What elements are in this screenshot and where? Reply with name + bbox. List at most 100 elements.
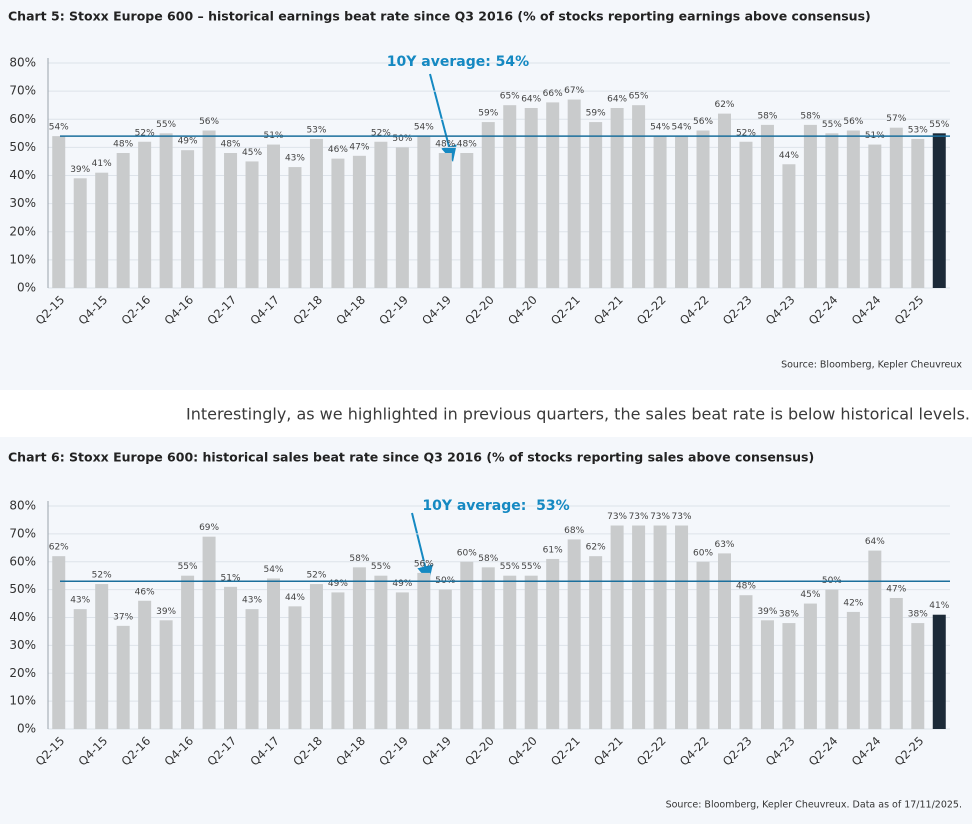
value-label: 47% — [349, 142, 369, 152]
value-label: 38% — [779, 610, 799, 620]
value-label: 55% — [822, 120, 842, 130]
value-label: 62% — [49, 543, 69, 553]
source: Source: Bloomberg, Kepler Cheuvreux — [781, 360, 962, 371]
bar — [417, 572, 431, 729]
value-label: 59% — [478, 109, 498, 119]
value-label: 58% — [757, 111, 777, 121]
value-label: 48% — [221, 140, 241, 150]
bar — [245, 609, 259, 729]
bar — [911, 623, 925, 729]
bar — [352, 567, 366, 729]
bar — [589, 556, 603, 729]
bar — [417, 136, 431, 288]
value-label: 68% — [564, 526, 584, 536]
value-label: 53% — [908, 125, 928, 135]
bar — [868, 144, 882, 288]
bar — [116, 153, 130, 288]
bar — [803, 603, 817, 729]
value-label: 73% — [672, 512, 692, 522]
value-label: 43% — [285, 154, 305, 164]
value-label: 43% — [242, 596, 262, 606]
y-tick-label: 20% — [9, 224, 36, 238]
value-label: 48% — [736, 582, 756, 592]
y-tick-label: 70% — [9, 84, 36, 98]
bar — [718, 113, 731, 288]
value-label: 56% — [843, 117, 863, 127]
bar — [438, 589, 452, 729]
value-label: 62% — [586, 543, 606, 553]
bar — [481, 567, 495, 729]
value-label: 53% — [306, 125, 326, 135]
bar — [267, 144, 280, 288]
bar — [309, 138, 323, 288]
bar — [374, 141, 388, 288]
bar — [159, 133, 173, 288]
bar — [932, 614, 946, 729]
y-tick-label: 30% — [9, 196, 36, 210]
bar — [503, 575, 517, 729]
value-label: 48% — [457, 140, 477, 150]
y-tick-label: 70% — [9, 526, 36, 540]
value-label: 55% — [521, 562, 541, 572]
chart-title: Chart 5: Stoxx Europe 600 – historical e… — [8, 9, 871, 24]
bar — [267, 578, 280, 729]
annotation: 10Y average: 54% — [387, 54, 529, 70]
bar — [288, 167, 302, 288]
value-label: 58% — [478, 554, 498, 564]
value-label: 39% — [70, 165, 90, 175]
value-label: 46% — [135, 587, 155, 597]
bar — [932, 133, 946, 288]
bar — [889, 597, 903, 729]
value-label: 52% — [92, 571, 112, 581]
bar — [331, 592, 345, 729]
value-label: 54% — [414, 123, 434, 133]
bar — [653, 525, 667, 729]
bar — [352, 155, 366, 288]
bar — [374, 575, 388, 729]
bar — [95, 172, 109, 288]
value-label: 38% — [908, 610, 928, 620]
bar — [116, 625, 130, 729]
y-tick-label: 80% — [9, 56, 36, 70]
y-tick-label: 50% — [9, 140, 36, 154]
value-label: 48% — [435, 140, 455, 150]
value-label: 57% — [886, 114, 906, 124]
value-label: 65% — [629, 92, 649, 102]
bar — [675, 136, 689, 288]
value-label: 44% — [285, 593, 305, 603]
bar — [825, 133, 839, 288]
value-label: 55% — [929, 120, 949, 130]
value-label: 41% — [929, 601, 949, 611]
value-label: 41% — [92, 159, 112, 169]
bar — [696, 130, 710, 288]
value-label: 52% — [306, 571, 326, 581]
bar — [288, 606, 302, 729]
bar — [73, 609, 87, 729]
value-label: 54% — [49, 123, 69, 133]
bar — [825, 589, 839, 729]
value-label: 37% — [113, 612, 133, 622]
bar — [868, 550, 882, 729]
y-tick-label: 10% — [9, 252, 36, 266]
value-label: 52% — [135, 128, 155, 138]
value-label: 43% — [70, 596, 90, 606]
chart-title: Chart 6: Stoxx Europe 600: historical sa… — [8, 450, 814, 465]
value-label: 50% — [392, 134, 412, 144]
value-label: 69% — [199, 523, 219, 533]
value-label: 66% — [543, 89, 563, 99]
bar — [138, 600, 152, 729]
value-label: 49% — [328, 579, 348, 589]
y-tick-label: 30% — [9, 638, 36, 652]
value-label: 45% — [800, 590, 820, 600]
source: Source: Bloomberg, Kepler Cheuvreux. Dat… — [666, 800, 962, 811]
value-label: 54% — [672, 123, 692, 133]
bar — [73, 178, 87, 288]
value-label: 44% — [779, 151, 799, 161]
value-label: 47% — [886, 584, 906, 594]
bar — [395, 592, 409, 729]
bar — [202, 536, 216, 729]
value-label: 64% — [607, 95, 627, 105]
bar — [610, 525, 624, 729]
y-tick-label: 60% — [9, 554, 36, 568]
